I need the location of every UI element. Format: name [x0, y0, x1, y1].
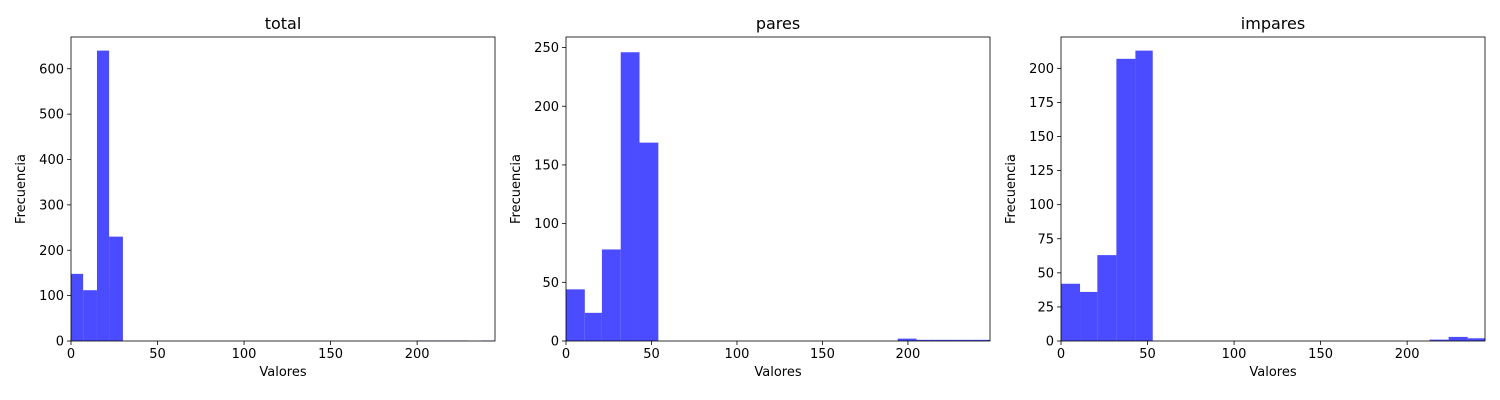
- y-tick-label: 400: [39, 153, 64, 168]
- y-tick-label: 200: [534, 100, 559, 115]
- chart-title: impares: [1241, 14, 1305, 33]
- chart-title: total: [265, 14, 302, 33]
- chart-title: pares: [756, 14, 800, 33]
- histogram-bar: [1448, 336, 1468, 341]
- y-axis-label: Frecuencia: [509, 154, 524, 224]
- x-tick-label: 150: [810, 347, 835, 362]
- y-tick-label: 150: [534, 158, 559, 173]
- histogram-bar: [96, 50, 110, 341]
- y-tick-label: 200: [1029, 62, 1054, 77]
- y-tick-label: 500: [39, 108, 64, 123]
- histogram-bar: [1135, 50, 1153, 341]
- y-tick-label: 25: [1037, 300, 1054, 315]
- y-tick-label: 150: [1029, 130, 1054, 145]
- histogram-bar: [566, 289, 585, 341]
- x-tick-label: 100: [725, 347, 750, 362]
- x-tick-label: 50: [1139, 347, 1156, 362]
- histogram-bar: [1467, 338, 1485, 341]
- y-tick-label: 0: [1046, 335, 1054, 350]
- histogram-bar: [83, 290, 97, 341]
- y-tick-label: 75: [1037, 232, 1054, 247]
- x-tick-label: 150: [318, 347, 343, 362]
- y-axis-label: Frecuencia: [14, 154, 29, 224]
- histogram-bar: [620, 52, 640, 341]
- histogram-bar: [916, 339, 936, 341]
- x-tick-label: 0: [1057, 347, 1065, 362]
- histogram-bar: [952, 339, 972, 341]
- x-axis-label: Valores: [259, 365, 306, 380]
- y-tick-label: 0: [551, 335, 559, 350]
- x-axis-label: Valores: [1249, 365, 1296, 380]
- x-tick-label: 50: [643, 347, 660, 362]
- x-tick-label: 50: [149, 347, 166, 362]
- histogram-bar: [1097, 255, 1117, 341]
- x-tick-label: 0: [67, 347, 75, 362]
- y-tick-label: 600: [39, 62, 64, 77]
- x-tick-label: 0: [562, 347, 570, 362]
- histogram-bar: [1061, 283, 1081, 341]
- chart-panel-pares: 0 50 100 150 200 0 50 100 150 200 250 pares Valores F…: [509, 14, 991, 380]
- y-tick-label: 50: [1037, 266, 1054, 281]
- x-axis-label: Valores: [754, 365, 801, 380]
- histogram-bar: [601, 249, 621, 341]
- histogram-bar: [1429, 339, 1449, 341]
- y-tick-label: 0: [56, 335, 64, 350]
- x-tick-label: 100: [232, 347, 257, 362]
- y-tick-label: 200: [39, 244, 64, 259]
- histogram-bar: [71, 273, 84, 341]
- y-tick-label: 175: [1029, 96, 1054, 111]
- histogram-bar: [584, 312, 602, 341]
- x-tick-label: 200: [896, 347, 921, 362]
- histogram-bar: [897, 338, 917, 341]
- y-axis-label: Frecuencia: [1004, 154, 1019, 224]
- histogram-bar: [935, 339, 953, 341]
- histogram-bar: [971, 339, 990, 341]
- histogram-bar: [639, 142, 659, 341]
- histogram-bar: [1116, 58, 1136, 342]
- chart-panel-total: 0 50 100 150 200 0 100 200 300 400 500 600 total Valo…: [14, 14, 496, 380]
- x-tick-label: 200: [405, 347, 430, 362]
- y-tick-label: 100: [39, 289, 64, 304]
- y-tick-label: 250: [534, 41, 559, 56]
- x-tick-label: 100: [1222, 347, 1247, 362]
- axes-frame: [1060, 36, 1486, 342]
- y-tick-label: 50: [542, 276, 559, 291]
- histogram-bar: [1080, 291, 1098, 341]
- y-tick-label: 125: [1029, 164, 1054, 179]
- histogram-bar: [109, 236, 123, 341]
- chart-panel-impares: 0 50 100 150 200 0 25 50 75 100 125 150 175 200 impare…: [1004, 14, 1486, 380]
- x-tick-label: 200: [1395, 347, 1420, 362]
- x-tick-label: 150: [1308, 347, 1333, 362]
- axes-frame: [565, 36, 991, 342]
- y-tick-label: 100: [1029, 198, 1054, 213]
- y-tick-label: 100: [534, 217, 559, 232]
- y-tick-label: 300: [39, 198, 64, 213]
- axes-frame: [70, 36, 496, 342]
